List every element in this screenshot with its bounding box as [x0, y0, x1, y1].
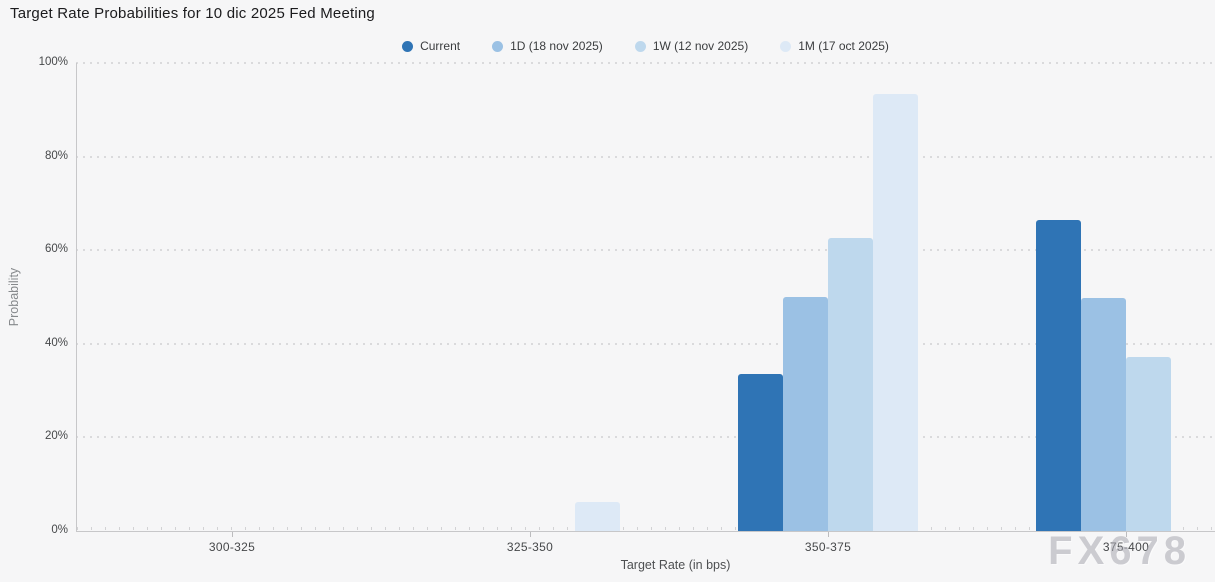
x-axis-tick-label: 300-325 [208, 540, 256, 554]
legend-label: Current [420, 39, 461, 53]
x-axis-tick-label: 375-400 [1102, 540, 1150, 554]
y-axis-tick-label: 20% [44, 430, 68, 443]
gridline-20% [76, 436, 1215, 439]
legend-label: 1D (18 nov 2025) [510, 39, 603, 53]
legend-item-1w[interactable]: 1W (12 nov 2025) [634, 39, 749, 53]
legend-label: 1M (17 oct 2025) [798, 39, 889, 53]
y-axis-line [76, 63, 77, 531]
x-axis-tick [232, 532, 233, 537]
gridline-100% [76, 62, 1215, 64]
watermark: FX678 [1048, 529, 1191, 573]
bar-current-350-375[interactable] [738, 374, 783, 531]
y-axis-tick-label: 60% [44, 243, 68, 256]
legend-dot-icon [780, 40, 792, 52]
x-axis-line [76, 531, 1215, 532]
x-axis-tick [1126, 532, 1127, 537]
x-axis-tick-label: 350-375 [804, 540, 852, 554]
y-axis-tick-label: 100% [38, 56, 68, 68]
chart-title: Target Rate Probabilities for 10 dic 202… [10, 5, 375, 22]
bar-1w-375-400[interactable] [1126, 357, 1171, 531]
legend-dot-icon [402, 40, 414, 52]
y-axis-tick-label: 0% [51, 524, 68, 536]
legend-dot-icon [492, 40, 504, 52]
x-axis-tick [530, 532, 531, 537]
y-axis-tick-label: 40% [44, 336, 68, 349]
legend-item-1m[interactable]: 1M (17 oct 2025) [780, 39, 889, 53]
x-axis-title: Target Rate (in bps) [620, 558, 731, 572]
gridline-60% [76, 249, 1215, 252]
x-axis-tick [828, 532, 829, 537]
legend-item-1d[interactable]: 1D (18 nov 2025) [492, 39, 603, 53]
bar-1m-325-350[interactable] [575, 501, 620, 531]
x-axis-minor-ticks [77, 527, 1215, 530]
legend-item-current[interactable]: Current [402, 39, 460, 53]
legend-dot-icon [634, 40, 646, 52]
legend-label: 1W (12 nov 2025) [652, 39, 749, 53]
bar-1d-375-400[interactable] [1081, 298, 1126, 531]
bar-1w-350-375[interactable] [828, 237, 873, 531]
gridline-80% [76, 155, 1215, 158]
chart-legend: Current 1D (18 nov 2025) 1W (12 nov 2025) 1… [76, 37, 1215, 55]
gridline-40% [76, 342, 1215, 345]
y-axis-title: Probability [7, 267, 21, 327]
y-axis-tick-label: 80% [44, 149, 68, 162]
bar-1m-350-375[interactable] [873, 93, 918, 531]
bar-current-375-400[interactable] [1036, 220, 1081, 531]
bar-1d-350-375[interactable] [783, 296, 828, 531]
x-axis-tick-label: 325-350 [506, 540, 554, 554]
